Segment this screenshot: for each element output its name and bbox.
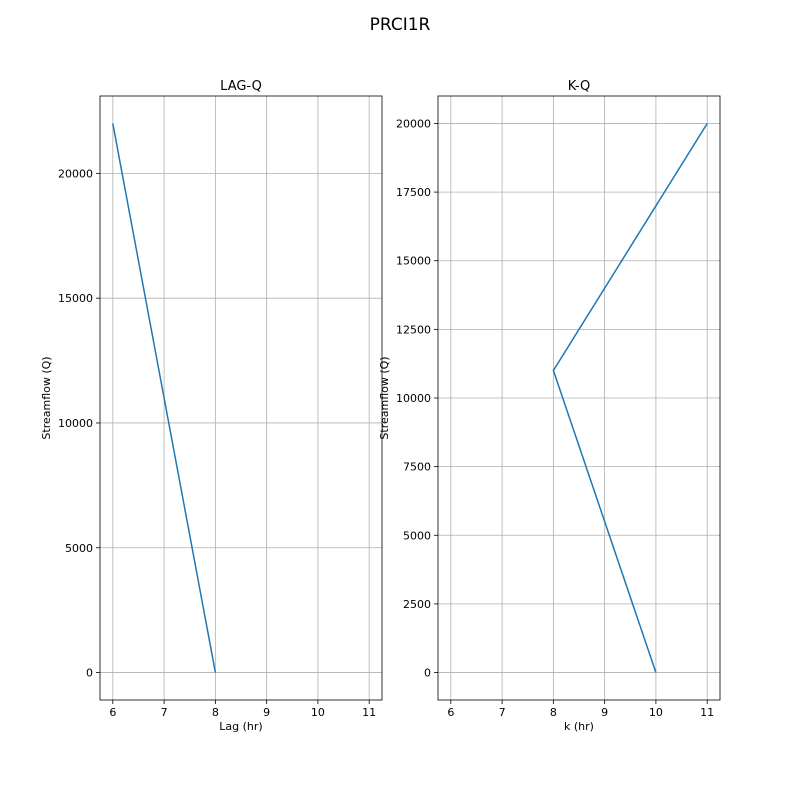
lag-q-xtick-label: 6 — [109, 706, 116, 719]
lag-q-plot-area — [99, 95, 383, 701]
lag-q-xlabel: Lag (hr) — [219, 720, 262, 733]
lag-q-subplot: 6 7 8 9 10 11 0 5000 10000 15000 20000 LAG-Q Lag (… — [40, 79, 383, 733]
k-q-grid — [438, 96, 720, 700]
k-q-ytick-label: 10000 — [396, 392, 431, 405]
k-q-ytick-label: 20000 — [396, 117, 431, 130]
lag-q-ytick-label: 20000 — [58, 167, 93, 180]
lag-q-xtick-label: 9 — [263, 706, 270, 719]
k-q-ytick-label: 7500 — [403, 461, 431, 474]
lag-q-ytick-label: 15000 — [58, 292, 93, 305]
lag-q-ytick-label: 5000 — [65, 542, 93, 555]
lag-q-xtick-label: 10 — [311, 706, 325, 719]
lag-q-xtick-label: 7 — [161, 706, 168, 719]
lag-q-ytick-label: 0 — [86, 667, 93, 680]
k-q-xtick-label: 8 — [550, 706, 557, 719]
lag-q-ticks: 6 7 8 9 10 11 0 5000 10000 15000 20000 — [58, 167, 376, 719]
lag-q-title: LAG-Q — [220, 79, 262, 94]
lag-q-grid — [100, 96, 382, 700]
k-q-ytick-label: 12500 — [396, 323, 431, 336]
k-q-xtick-label: 6 — [447, 706, 454, 719]
k-q-ytick-label: 2500 — [403, 598, 431, 611]
k-q-xtick-label: 11 — [700, 706, 714, 719]
k-q-ylabel: Streamflow (Q) — [378, 356, 391, 439]
k-q-ytick-label: 15000 — [396, 255, 431, 268]
k-q-subplot: 6 7 8 9 10 11 0 2500 5000 7500 10000 12500 15000 1750… — [378, 79, 721, 733]
k-q-xtick-label: 9 — [601, 706, 608, 719]
lag-q-xtick-label: 8 — [212, 706, 219, 719]
k-q-title: K-Q — [568, 79, 591, 94]
lag-q-axes-frame — [99, 95, 383, 701]
lag-q-ylabel: Streamflow (Q) — [40, 356, 53, 439]
figure-title: PRCI1R — [370, 15, 431, 35]
k-q-ytick-label: 0 — [424, 667, 431, 680]
k-q-ticks: 6 7 8 9 10 11 0 2500 5000 7500 10000 12500 15000 1750… — [396, 117, 714, 719]
k-q-xtick-label: 10 — [649, 706, 663, 719]
k-q-xtick-label: 7 — [499, 706, 506, 719]
k-q-xlabel: k (hr) — [564, 720, 594, 733]
k-q-series-line — [552, 123, 708, 673]
lag-q-xtick-label: 11 — [362, 706, 376, 719]
lag-q-ytick-label: 10000 — [58, 417, 93, 430]
lag-q-series-line — [112, 123, 217, 673]
k-q-ytick-label: 5000 — [403, 529, 431, 542]
k-q-ytick-label: 17500 — [396, 186, 431, 199]
